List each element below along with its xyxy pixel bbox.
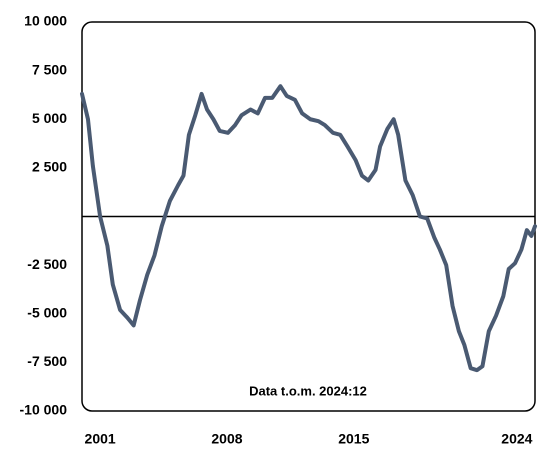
- y-tick-label: 7 500: [32, 61, 67, 77]
- annotation: Data t.o.m. 2024:12: [249, 383, 367, 398]
- data-line: [80, 84, 537, 373]
- y-tick-label: -5 000: [27, 304, 67, 320]
- y-tick-label: -10 000: [20, 402, 68, 418]
- x-tick-label: 2024: [501, 431, 532, 447]
- x-tick-label: 2015: [338, 431, 369, 447]
- y-tick-label: 2 500: [32, 159, 67, 175]
- y-tick-label: 5 000: [32, 110, 67, 126]
- y-tick-label: -2 500: [27, 256, 67, 272]
- y-tick-label: 10 000: [24, 13, 67, 29]
- x-tick-label: 2001: [85, 431, 116, 447]
- y-tick-label: -7 500: [27, 353, 67, 369]
- x-tick-label: 2008: [211, 431, 242, 447]
